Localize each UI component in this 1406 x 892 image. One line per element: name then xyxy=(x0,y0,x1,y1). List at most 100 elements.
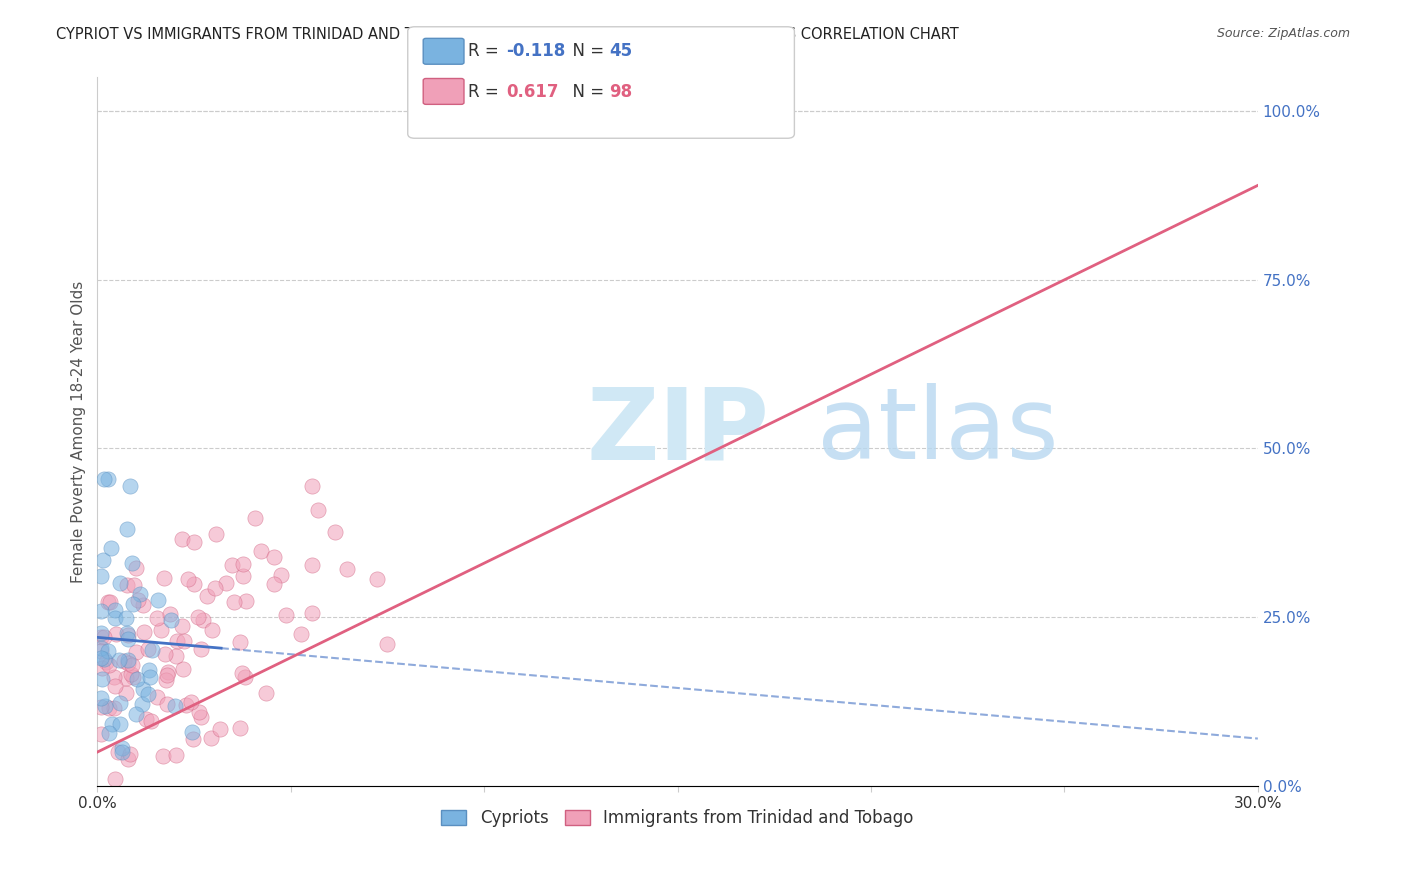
Point xyxy=(104,772,127,786)
Point xyxy=(90,690,112,705)
Point xyxy=(183,576,205,591)
Point xyxy=(91,672,114,686)
Point xyxy=(149,623,172,637)
Point xyxy=(104,603,127,617)
Point xyxy=(104,680,127,694)
Point xyxy=(183,535,205,549)
Point xyxy=(120,667,142,681)
Text: 0.617: 0.617 xyxy=(506,83,558,101)
Point xyxy=(233,670,256,684)
Point xyxy=(263,577,285,591)
Point xyxy=(98,701,121,715)
Point xyxy=(190,710,212,724)
Point xyxy=(301,558,323,573)
Point xyxy=(165,649,187,664)
Point xyxy=(90,640,112,655)
Point xyxy=(165,747,187,762)
Point xyxy=(125,706,148,721)
Point xyxy=(121,657,143,672)
Point xyxy=(90,630,112,644)
Point xyxy=(138,663,160,677)
Point xyxy=(127,593,149,607)
Point xyxy=(301,606,323,620)
Point xyxy=(90,651,112,665)
Point xyxy=(101,716,124,731)
Point xyxy=(118,747,141,761)
Point xyxy=(90,644,112,658)
Point xyxy=(117,752,139,766)
Point xyxy=(274,607,297,622)
Point xyxy=(204,581,226,595)
Point xyxy=(117,628,139,642)
Point xyxy=(163,699,186,714)
Point xyxy=(160,613,183,627)
Point xyxy=(170,533,193,547)
Point xyxy=(100,541,122,555)
Text: N =: N = xyxy=(562,42,610,60)
Point xyxy=(117,653,139,667)
Point xyxy=(290,627,312,641)
Point xyxy=(111,745,134,759)
Point xyxy=(375,636,398,650)
Point xyxy=(90,568,112,582)
Point xyxy=(132,599,155,613)
Text: R =: R = xyxy=(468,42,505,60)
Point xyxy=(190,641,212,656)
Point xyxy=(136,687,159,701)
Point xyxy=(243,510,266,524)
Text: -0.118: -0.118 xyxy=(506,42,565,60)
Point xyxy=(108,717,131,731)
Text: Source: ZipAtlas.com: Source: ZipAtlas.com xyxy=(1216,27,1350,40)
Point xyxy=(112,654,135,668)
Point xyxy=(94,699,117,714)
Point xyxy=(172,662,194,676)
Point xyxy=(250,544,273,558)
Point xyxy=(181,732,204,747)
Point xyxy=(221,558,243,573)
Point xyxy=(146,593,169,607)
Point xyxy=(115,671,138,685)
Text: ZIP: ZIP xyxy=(586,383,769,480)
Point xyxy=(229,635,252,649)
Point xyxy=(235,594,257,608)
Point xyxy=(108,696,131,710)
Point xyxy=(152,748,174,763)
Point xyxy=(107,653,129,667)
Point xyxy=(201,624,224,638)
Point xyxy=(122,597,145,611)
Point xyxy=(156,697,179,711)
Point xyxy=(222,595,245,609)
Point xyxy=(139,714,162,729)
Text: N =: N = xyxy=(562,83,610,101)
Point xyxy=(129,587,152,601)
Point xyxy=(146,611,169,625)
Point xyxy=(173,633,195,648)
Point xyxy=(232,569,254,583)
Point xyxy=(108,575,131,590)
Point xyxy=(125,645,148,659)
Point xyxy=(125,560,148,574)
Point xyxy=(325,524,347,539)
Point xyxy=(336,562,359,576)
Point xyxy=(115,626,138,640)
Legend: Cypriots, Immigrants from Trinidad and Tobago: Cypriots, Immigrants from Trinidad and T… xyxy=(434,803,921,834)
Point xyxy=(174,698,197,712)
Point xyxy=(157,665,180,679)
Point xyxy=(191,613,214,627)
Point xyxy=(98,595,121,609)
Point xyxy=(103,669,125,683)
Point xyxy=(366,572,388,586)
Point xyxy=(91,553,114,567)
Point xyxy=(110,740,132,755)
Point xyxy=(114,611,136,625)
Point xyxy=(270,567,292,582)
Point xyxy=(118,479,141,493)
Point xyxy=(263,549,285,564)
Point xyxy=(105,626,128,640)
Point xyxy=(131,697,153,711)
Point xyxy=(104,611,127,625)
Point xyxy=(121,556,143,570)
Point xyxy=(141,643,163,657)
Point xyxy=(159,607,181,621)
Point xyxy=(155,673,177,687)
